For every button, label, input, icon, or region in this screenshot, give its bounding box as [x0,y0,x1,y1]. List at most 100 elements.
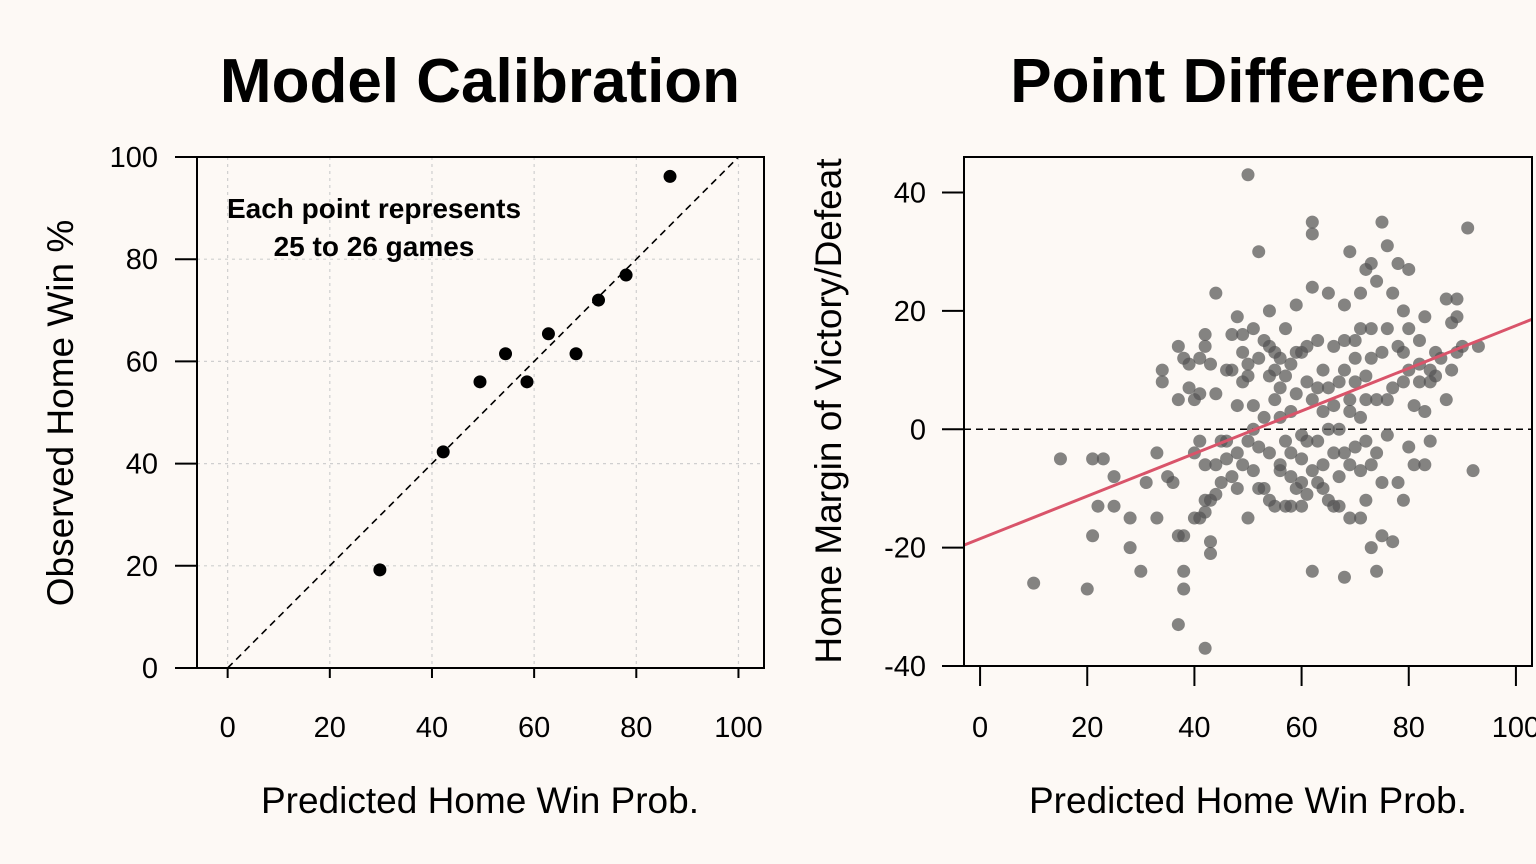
margin-point [1198,339,1212,353]
margin-point [1091,499,1105,513]
margin-point [1241,369,1255,383]
margin-point [1386,286,1400,300]
margin-point [1295,476,1309,490]
margin-point [1086,452,1100,466]
margin-point [1337,298,1351,312]
margin-point [1230,399,1244,413]
margin-point [1236,458,1250,472]
margin-point [1252,351,1266,365]
margin-point [1348,440,1362,454]
margin-point [1321,381,1335,395]
x-tick-label: 20 [1071,712,1103,744]
margin-point [1284,357,1298,371]
margin-point [1193,351,1207,365]
point-difference-y-label: Home Margin of Victory/Defeat [808,158,849,664]
margin-point [1337,446,1351,460]
margin-point [1262,446,1276,460]
margin-point [1354,410,1368,424]
margin-point [1080,582,1094,596]
y-tick-label: -40 [884,651,926,683]
margin-point [1252,440,1266,454]
margin-point [1177,582,1191,596]
margin-point [1171,393,1185,407]
margin-point [1364,541,1378,555]
margin-point [1407,458,1421,472]
margin-point [1354,511,1368,525]
margin-point [1412,375,1426,389]
point-difference-y-axis: -40 -20 0 20 40 [884,178,964,683]
margin-point [1241,434,1255,448]
margin-point [1241,357,1255,371]
calibration-panel: Model Calibration 0 20 40 60 80 100 0 20 40 60 80… [40,47,765,821]
margin-point [1359,434,1373,448]
margin-point [1321,286,1335,300]
margin-point [1107,499,1121,513]
margin-point [1461,221,1475,235]
margin-point [1450,310,1464,324]
margin-point [1343,511,1357,525]
margin-point [1311,381,1325,395]
margin-point [1445,363,1459,377]
margin-point [1230,446,1244,460]
margin-point [1155,363,1169,377]
margin-point [1343,405,1357,418]
margin-point [1375,215,1389,229]
margin-point [1354,322,1368,336]
margin-point [1289,387,1303,401]
y-tick-label: 80 [126,244,158,276]
margin-point [1316,458,1330,472]
x-tick-label: 0 [972,712,988,744]
margin-point [1305,393,1319,407]
calibration-plot-frame [196,156,765,669]
calibration-point [436,445,450,459]
margin-point [1407,399,1421,413]
margin-point [1273,381,1287,395]
margin-point [1305,464,1319,478]
margin-point [1343,393,1357,407]
margin-point [1429,369,1443,383]
margin-point [1380,393,1394,407]
margin-point [1337,570,1351,584]
margin-point [1053,452,1067,466]
margin-point [1348,333,1362,347]
margin-point [1305,280,1319,294]
margin-points [1027,168,1485,655]
margin-point [1198,328,1212,342]
margin-point [1246,322,1260,336]
margin-point [1289,298,1303,312]
margin-point [1268,499,1282,513]
margin-point [1177,529,1191,543]
margin-point [1370,564,1384,578]
margin-point [1375,476,1389,490]
margin-point [1203,535,1217,549]
calibration-point [499,347,513,361]
margin-point [1359,369,1373,383]
margin-point [1364,458,1378,472]
calibration-title: Model Calibration [220,47,740,116]
margin-point [1225,363,1239,377]
margin-point [1230,481,1244,495]
calibration-annotation-line-2: 25 to 26 games [274,231,475,262]
y-tick-label: 20 [126,551,158,583]
y-tick-label: 40 [894,178,926,210]
fit-line [963,317,1533,547]
point-difference-title: Point Difference [1010,47,1485,116]
calibration-x-axis: 0 20 40 60 80 100 [220,668,763,744]
margin-point [1380,322,1394,336]
calibration-point [619,268,633,282]
margin-point [1305,215,1319,229]
margin-point [1150,511,1164,525]
margin-point [1359,393,1373,407]
margin-point [1316,363,1330,377]
margin-point [1257,481,1271,495]
y-tick-label: 60 [126,346,158,378]
margin-point [1375,529,1389,543]
margin-point [1316,481,1330,495]
margin-point [1311,434,1325,448]
margin-point [1246,399,1260,413]
x-tick-label: 100 [714,712,762,744]
margin-point [1418,310,1432,324]
margin-point [1391,257,1405,271]
margin-point [1332,470,1346,484]
